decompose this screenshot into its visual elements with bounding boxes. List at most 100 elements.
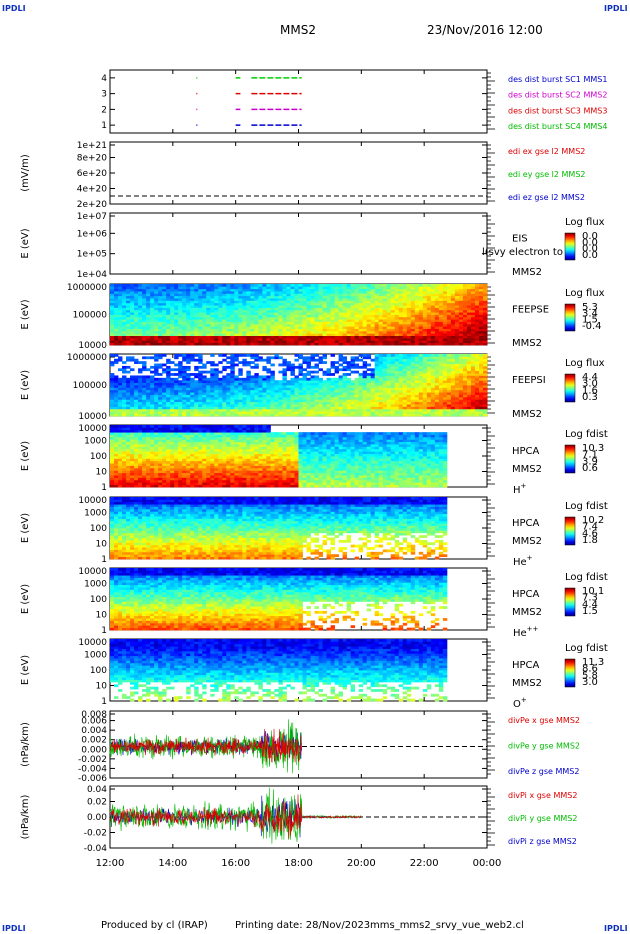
spectrogram-cell bbox=[210, 377, 215, 381]
spectrogram-cell bbox=[358, 365, 364, 369]
spectrogram-cell bbox=[406, 399, 412, 403]
spectrogram-cell bbox=[410, 363, 416, 367]
spectrogram-cell bbox=[274, 408, 279, 412]
spectrogram-cell bbox=[394, 323, 400, 327]
spectrogram-cell bbox=[470, 309, 476, 313]
spectrogram-cell bbox=[270, 335, 275, 339]
spectrogram-cell bbox=[422, 335, 428, 339]
spectrogram-cell bbox=[438, 401, 444, 405]
spectrogram-cell bbox=[406, 363, 412, 367]
spectrogram-cell bbox=[442, 284, 448, 287]
spectrogram-cell bbox=[242, 413, 247, 417]
spectrogram-cell bbox=[338, 389, 344, 393]
spectrogram-cell bbox=[178, 342, 183, 346]
spectrogram-cell bbox=[114, 392, 119, 395]
spectrogram-cell bbox=[206, 298, 211, 301]
spectrogram-cell bbox=[346, 323, 352, 327]
spectrogram-cell bbox=[262, 401, 267, 405]
spectrogram-cell bbox=[226, 316, 231, 320]
spectrogram-cell bbox=[362, 373, 368, 376]
spectrogram-cell bbox=[406, 373, 412, 376]
spectrogram-cell bbox=[346, 377, 352, 381]
spectrogram-cell bbox=[166, 288, 171, 292]
spectrogram-cell bbox=[482, 385, 488, 388]
spectrogram-cell bbox=[390, 314, 396, 318]
spectrogram-cell bbox=[438, 291, 444, 294]
spectrogram-cell bbox=[162, 295, 167, 299]
spectrogram-cell bbox=[410, 307, 416, 311]
spectrogram-cell bbox=[338, 309, 344, 313]
spectrogram-cell bbox=[254, 385, 259, 388]
spectrogram-cell bbox=[362, 328, 368, 332]
spectrogram-cell bbox=[282, 305, 287, 308]
spectrogram-cell bbox=[406, 356, 412, 360]
spectrogram-cell bbox=[394, 377, 400, 381]
spectrogram-cell bbox=[366, 333, 372, 337]
spectrogram-cell bbox=[202, 394, 207, 398]
spectrogram-cell bbox=[146, 380, 151, 384]
spectrogram-cell bbox=[418, 321, 424, 325]
spectrogram-cell bbox=[374, 309, 380, 313]
spectrogram-cell bbox=[266, 337, 271, 341]
spectrogram-cell bbox=[438, 413, 444, 417]
spectrogram-cell bbox=[126, 358, 131, 362]
spectrogram-cell bbox=[430, 382, 436, 386]
spectrogram-cell bbox=[234, 330, 239, 334]
spectrogram-cell bbox=[462, 358, 468, 362]
spectrogram-cell bbox=[170, 330, 175, 334]
spectrogram-cell bbox=[410, 305, 416, 308]
spectrogram-cell bbox=[230, 363, 235, 367]
spectrogram-cell bbox=[158, 309, 163, 313]
spectrogram-cell bbox=[434, 399, 440, 403]
spectrogram-cell bbox=[370, 295, 376, 299]
spectrogram-cell bbox=[142, 408, 147, 412]
spectrogram-cell bbox=[202, 316, 207, 320]
spectrogram-cell bbox=[358, 323, 364, 327]
spectrogram-cell bbox=[366, 319, 372, 322]
spectrogram-cell bbox=[306, 361, 311, 364]
spectrogram-cell bbox=[202, 333, 207, 337]
spectrogram-cell bbox=[266, 291, 271, 294]
spectrogram-cell bbox=[290, 326, 295, 329]
spectrogram-cell bbox=[114, 482, 119, 486]
spectrogram-cell bbox=[110, 451, 115, 455]
spectrogram-cell bbox=[246, 404, 251, 407]
spectrogram-cell bbox=[462, 406, 468, 410]
spectrogram-cell bbox=[398, 337, 404, 341]
spectrogram-cell bbox=[234, 298, 239, 301]
spectrogram-cell bbox=[398, 408, 404, 412]
spectrogram-cell bbox=[434, 288, 440, 292]
spectrogram-cell bbox=[126, 401, 131, 405]
spectrogram-cell bbox=[182, 365, 187, 369]
spectrogram-cell bbox=[470, 370, 476, 374]
spectrogram-cell bbox=[330, 361, 335, 364]
spectrogram-cell bbox=[422, 333, 428, 337]
spectrogram-cell bbox=[462, 333, 468, 337]
spectrogram-cell bbox=[182, 316, 187, 320]
spectrogram-cell bbox=[374, 337, 380, 341]
spectrogram-cell bbox=[446, 328, 452, 332]
spectrogram-cell bbox=[134, 377, 139, 381]
spectrogram-cell bbox=[246, 337, 251, 341]
spectrogram-cell bbox=[294, 330, 299, 334]
spectrogram-cell bbox=[410, 373, 416, 376]
spectrogram-cell bbox=[214, 284, 219, 287]
spectrogram-cell bbox=[198, 298, 203, 301]
spectrogram-cell bbox=[166, 394, 171, 398]
spectrogram-cell bbox=[282, 321, 287, 325]
spectrogram-cell bbox=[158, 356, 163, 360]
spectrogram-cell bbox=[230, 291, 235, 294]
spectrogram-cell bbox=[366, 380, 372, 384]
spectrogram-cell bbox=[342, 358, 348, 362]
spectrogram-cell bbox=[198, 284, 203, 287]
spectrogram-cell bbox=[410, 340, 416, 344]
spectrogram-cell bbox=[410, 293, 416, 297]
spectrogram-cell bbox=[242, 392, 247, 395]
spectrogram-cell bbox=[334, 380, 340, 384]
spectrogram-cell bbox=[254, 404, 259, 407]
spectrogram-cell bbox=[358, 312, 364, 315]
spectrogram-cell bbox=[298, 380, 303, 384]
spectrogram-cell bbox=[194, 382, 199, 386]
spectrogram-cell bbox=[282, 333, 287, 337]
spectrogram-cell bbox=[330, 302, 335, 306]
